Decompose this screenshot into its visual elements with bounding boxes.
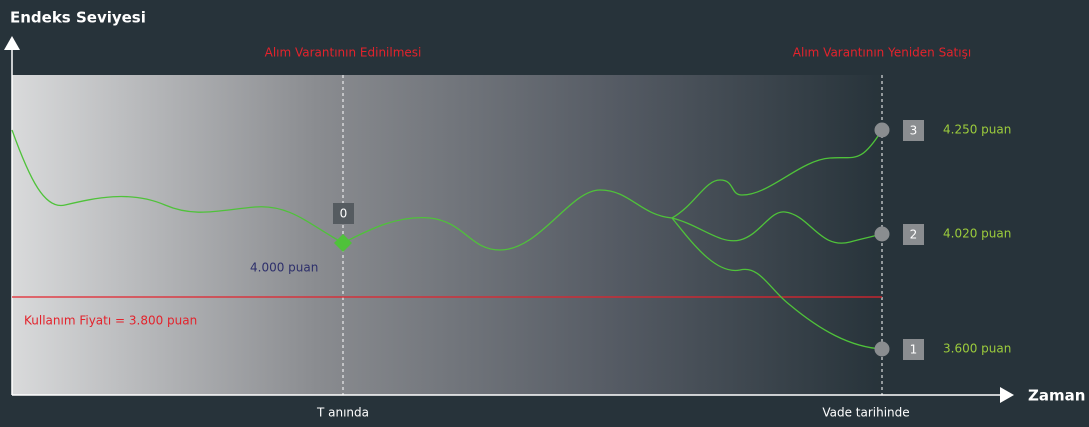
y-arrow: [4, 36, 20, 50]
x-axis-title: Zaman: [1028, 387, 1085, 405]
strike-label: Kullanım Fiyatı = 3.800 puan: [24, 314, 197, 328]
branch-path: [671, 129, 883, 219]
outcome-marker: [874, 226, 890, 242]
outcome-box: [903, 224, 924, 245]
event-label: Alım Varantının Yeniden Satışı: [793, 46, 971, 60]
outcomes: 3 4.250 puan 2 4.020 puan 1 3.600 puan: [874, 120, 1011, 360]
time-label: Vade tarihinde: [822, 406, 909, 420]
x-arrow: [1000, 387, 1014, 403]
entry-box: [333, 203, 354, 224]
outcome-marker: [874, 341, 890, 357]
outcome-box-label: 1: [910, 343, 918, 357]
outcome-box-label: 2: [910, 228, 918, 242]
outcome-box: [903, 120, 924, 141]
branch-path: [671, 211, 883, 244]
outcome-label: 4.250 puan: [943, 123, 1011, 137]
entry-label: 4.000 puan: [250, 261, 318, 275]
outcome-marker: [874, 122, 890, 138]
panel: [12, 75, 882, 395]
branch-path: [671, 217, 883, 350]
y-axis-title: Endeks Seviyesi: [10, 9, 146, 27]
event-label: Alım Varantının Edinilmesi: [265, 46, 422, 60]
outcome-label: 3.600 puan: [943, 342, 1011, 356]
outcome-label: 4.020 puan: [943, 227, 1011, 241]
entry-box-label: 0: [340, 207, 348, 221]
outcome-box: [903, 339, 924, 360]
outcome-box-label: 3: [910, 124, 918, 138]
time-label: T anında: [316, 406, 369, 420]
entry-marker: [334, 234, 352, 252]
